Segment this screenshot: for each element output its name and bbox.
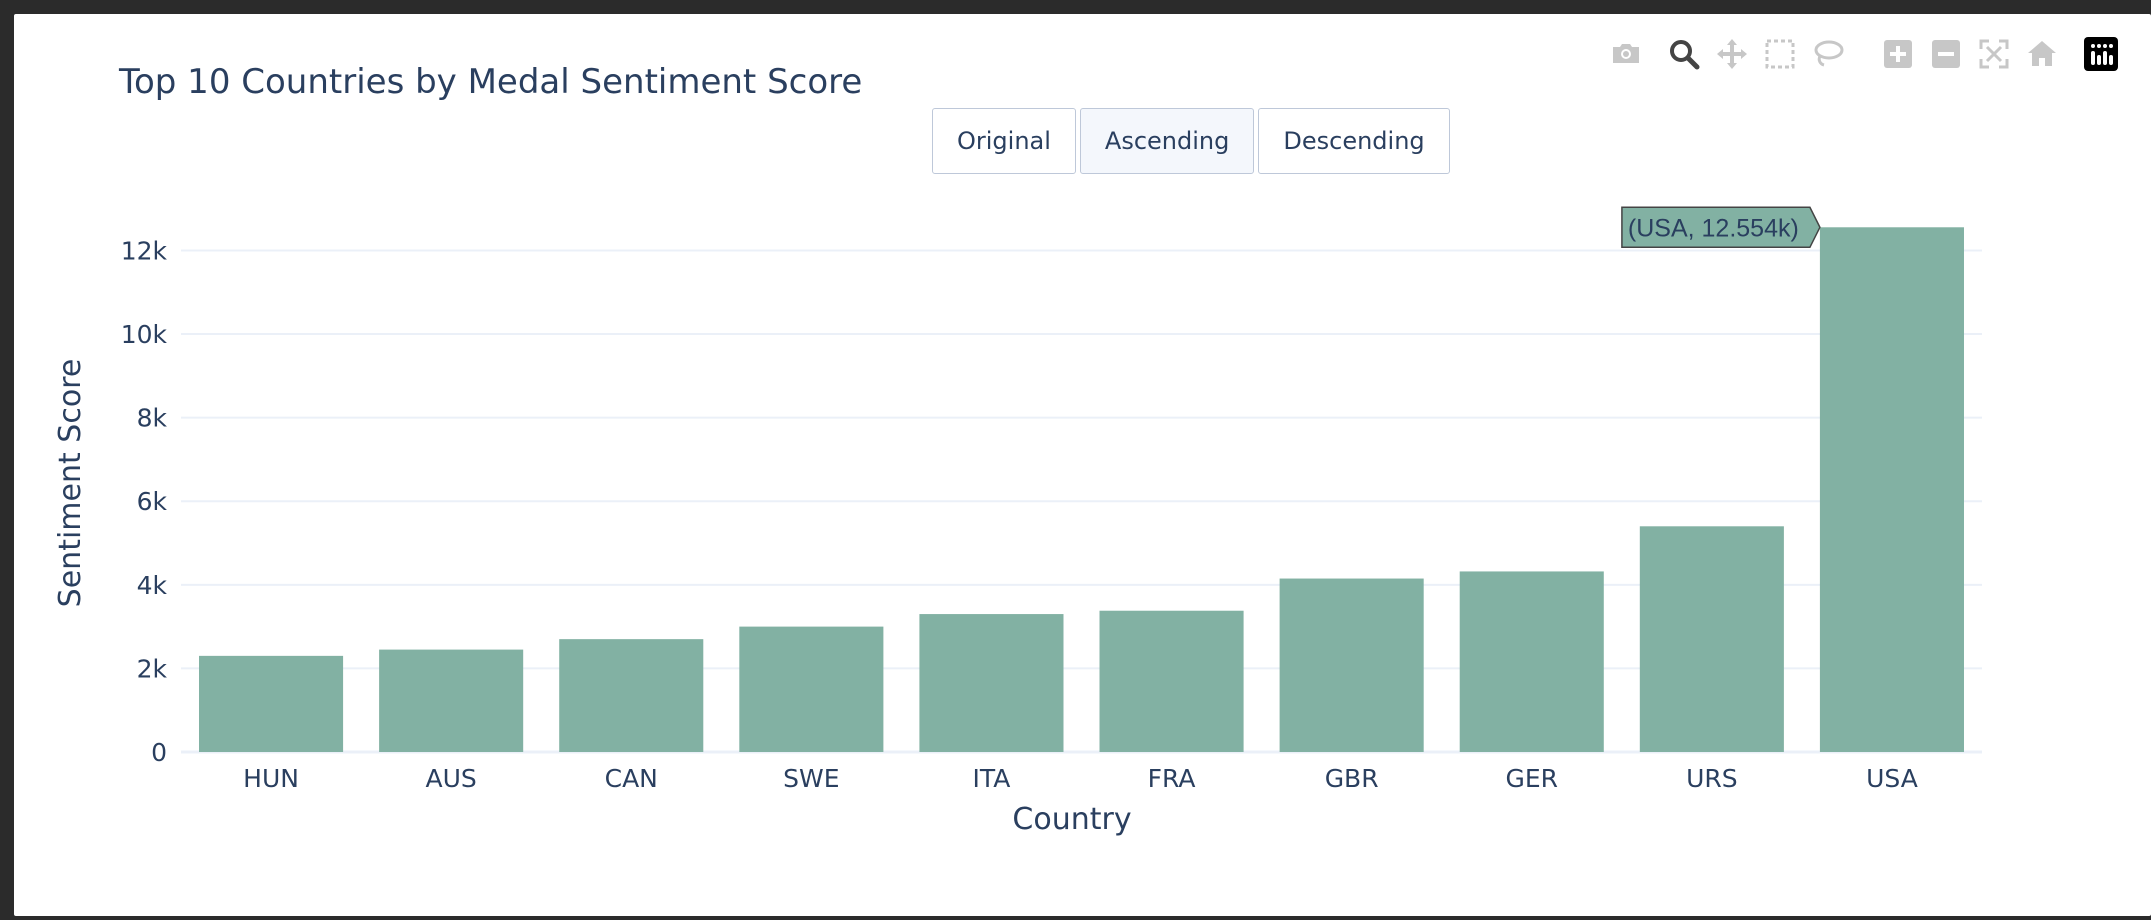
zoom-out-button[interactable]	[1926, 34, 1966, 74]
hover-box	[1621, 206, 1821, 249]
y-axis-ticks: 0 2k 4k 6k 8k 10k 12k	[121, 236, 168, 767]
y-tick-label: 0	[151, 738, 167, 767]
y-tick-label: 8k	[137, 404, 168, 433]
plotly-logo-button[interactable]	[2081, 34, 2121, 74]
x-tick-label: AUS	[426, 764, 477, 793]
y-tick-label: 6k	[137, 487, 168, 516]
x-tick-label: ITA	[973, 764, 1011, 793]
x-axis-ticks: HUN AUS CAN SWE ITA FRA GBR GER URS USA	[243, 764, 1918, 793]
x-tick-label: GBR	[1325, 764, 1379, 793]
y-axis-title: Sentiment Score	[53, 359, 88, 608]
hover-label: (USA, 12.554k)	[1628, 214, 1799, 242]
bar-ger[interactable]	[1459, 571, 1604, 752]
hover-tooltip: (USA, 12.554k)	[1621, 206, 1821, 249]
bar-chart: Top 10 Countries by Medal Sentiment Scor…	[53, 62, 1982, 837]
bar-gbr[interactable]	[1279, 578, 1424, 752]
y-tick-label: 12k	[121, 236, 168, 265]
bar-ita[interactable]	[919, 614, 1064, 752]
x-tick-label: FRA	[1148, 764, 1196, 793]
chart-container: Top 10 Countries by Medal Sentiment Scor…	[14, 14, 2151, 916]
y-tick-label: 4k	[137, 571, 168, 600]
chart-title: Top 10 Countries by Medal Sentiment Scor…	[118, 62, 862, 102]
zoom-in-button[interactable]	[1878, 34, 1918, 74]
pan-icon	[1717, 39, 1747, 69]
sort-ascending-button[interactable]: Ascending	[1079, 108, 1255, 174]
plotly-logo-icon	[2084, 37, 2118, 71]
camera-button[interactable]	[1606, 34, 1646, 74]
x-axis-title: Country	[1012, 802, 1131, 837]
sort-button-group: Original Ascending Descending	[932, 108, 1450, 174]
bar-fra[interactable]	[1099, 610, 1244, 752]
bars[interactable]	[199, 227, 1964, 752]
x-tick-label: SWE	[783, 764, 839, 793]
bar-aus[interactable]	[379, 649, 524, 752]
sort-descending-button[interactable]: Descending	[1258, 108, 1450, 174]
box-select-icon	[1765, 39, 1795, 69]
bar-hun[interactable]	[199, 655, 344, 752]
reset-axes-button[interactable]	[2022, 34, 2062, 74]
zoom-button[interactable]	[1664, 34, 1704, 74]
box-select-button[interactable]	[1760, 34, 1800, 74]
bar-urs[interactable]	[1639, 526, 1784, 752]
camera-icon	[1613, 44, 1639, 63]
x-tick-label: USA	[1866, 764, 1918, 793]
x-tick-label: CAN	[605, 764, 658, 793]
zoom-icon	[1670, 40, 1700, 70]
bar-swe[interactable]	[739, 626, 884, 752]
bar-can[interactable]	[559, 639, 704, 752]
reset-axes-icon	[2028, 41, 2056, 66]
zoom-out-icon	[1932, 40, 1960, 68]
zoom-in-icon	[1884, 40, 1912, 68]
x-tick-label: HUN	[243, 764, 299, 793]
pan-button[interactable]	[1712, 34, 1752, 74]
lasso-select-button[interactable]	[1808, 34, 1848, 74]
x-tick-label: URS	[1686, 764, 1738, 793]
lasso-select-icon	[1814, 40, 1844, 67]
modebar	[14, 34, 2151, 74]
autoscale-icon	[1979, 39, 2009, 69]
y-tick-label: 2k	[137, 654, 168, 683]
y-tick-label: 10k	[121, 320, 168, 349]
bar-usa[interactable]	[1819, 227, 1964, 752]
autoscale-button[interactable]	[1974, 34, 2014, 74]
x-tick-label: GER	[1505, 764, 1558, 793]
sort-original-button[interactable]: Original	[932, 108, 1076, 174]
